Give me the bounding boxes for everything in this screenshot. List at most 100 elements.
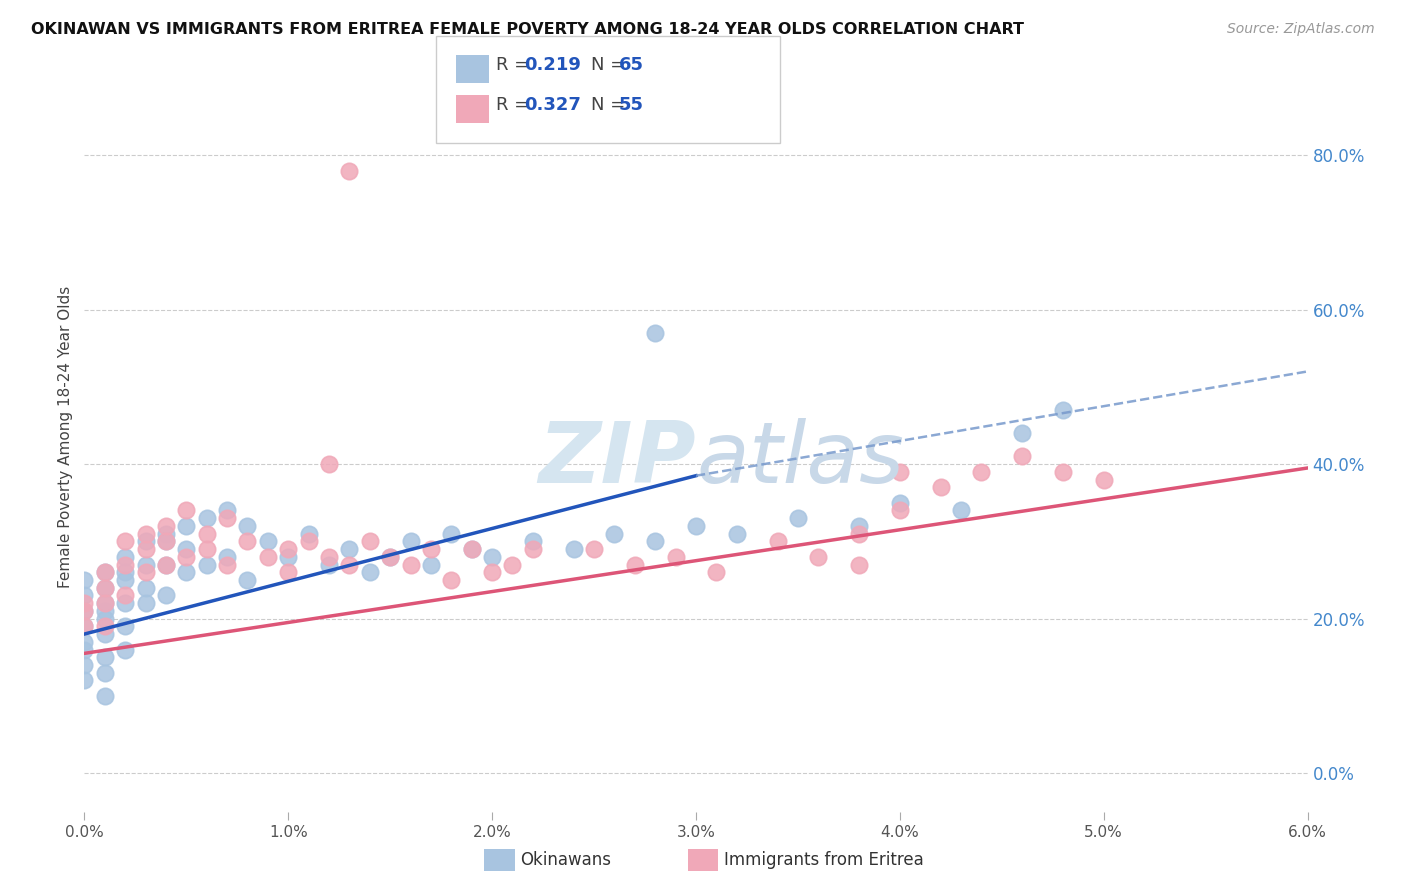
Point (420, 542, 443, 557)
Point (889, 465, 911, 479)
Point (461, 542, 484, 557)
Point (339, 542, 361, 557)
Point (257, 534, 280, 549)
Point (848, 519, 870, 533)
Point (461, 542, 484, 557)
Point (114, 566, 136, 580)
Point (93, 596, 117, 610)
Point (114, 596, 136, 610)
Point (359, 566, 381, 580)
Point (155, 534, 177, 549)
Point (176, 542, 198, 557)
Text: 55: 55 (619, 96, 644, 114)
Point (644, 534, 666, 549)
Point (644, 326, 666, 340)
Text: Okinawans: Okinawans (520, 851, 612, 869)
Point (1011, 426, 1033, 441)
Text: ZIP: ZIP (538, 418, 696, 501)
Text: R =: R = (496, 96, 536, 114)
Point (440, 573, 463, 587)
Point (93, 689, 117, 703)
Text: 0.219: 0.219 (524, 56, 581, 74)
Point (318, 549, 340, 564)
Point (848, 526, 870, 541)
Point (135, 526, 157, 541)
Point (93, 619, 117, 633)
Point (481, 549, 503, 564)
Point (195, 542, 218, 557)
Point (339, 163, 361, 178)
Point (318, 558, 340, 572)
Point (73, 619, 96, 633)
Point (114, 534, 136, 549)
Point (236, 519, 259, 533)
Point (257, 549, 280, 564)
Point (766, 534, 789, 549)
Point (135, 566, 157, 580)
Point (93, 581, 117, 595)
Point (502, 558, 524, 572)
Point (114, 642, 136, 657)
Point (73, 604, 96, 618)
Text: Immigrants from Eritrea: Immigrants from Eritrea (724, 851, 924, 869)
Point (135, 558, 157, 572)
Point (277, 542, 299, 557)
Point (420, 558, 443, 572)
Point (481, 566, 503, 580)
Point (217, 558, 239, 572)
Point (970, 465, 993, 479)
Point (93, 566, 117, 580)
Point (73, 604, 96, 618)
Point (114, 589, 136, 603)
Point (339, 558, 361, 572)
Point (380, 549, 402, 564)
Point (359, 534, 381, 549)
Point (318, 457, 340, 471)
Point (93, 627, 117, 641)
Point (807, 549, 830, 564)
Point (583, 542, 606, 557)
Point (135, 596, 157, 610)
Point (706, 566, 728, 580)
Point (277, 549, 299, 564)
Point (135, 534, 157, 549)
Point (93, 612, 117, 626)
Point (114, 549, 136, 564)
Point (73, 657, 96, 672)
Point (889, 496, 911, 510)
Point (93, 566, 117, 580)
Point (562, 542, 585, 557)
Point (73, 634, 96, 648)
Point (1011, 450, 1033, 464)
Point (73, 642, 96, 657)
Point (93, 581, 117, 595)
Point (665, 549, 688, 564)
Point (195, 558, 218, 572)
Point (195, 526, 218, 541)
Text: 0.327: 0.327 (524, 96, 581, 114)
Point (624, 558, 647, 572)
Point (236, 573, 259, 587)
Point (195, 511, 218, 525)
Point (176, 549, 198, 564)
Point (73, 673, 96, 688)
Point (522, 542, 544, 557)
Point (73, 573, 96, 587)
Point (176, 519, 198, 533)
Text: OKINAWAN VS IMMIGRANTS FROM ERITREA FEMALE POVERTY AMONG 18-24 YEAR OLDS CORRELA: OKINAWAN VS IMMIGRANTS FROM ERITREA FEMA… (31, 22, 1024, 37)
Point (380, 549, 402, 564)
Text: N =: N = (591, 96, 630, 114)
Point (522, 534, 544, 549)
Point (176, 503, 198, 517)
Point (73, 589, 96, 603)
Point (399, 558, 422, 572)
Point (176, 566, 198, 580)
Point (93, 665, 117, 680)
Point (440, 526, 463, 541)
Point (114, 573, 136, 587)
Point (155, 519, 177, 533)
Point (725, 526, 748, 541)
Point (114, 619, 136, 633)
Point (236, 534, 259, 549)
Text: R =: R = (496, 56, 536, 74)
